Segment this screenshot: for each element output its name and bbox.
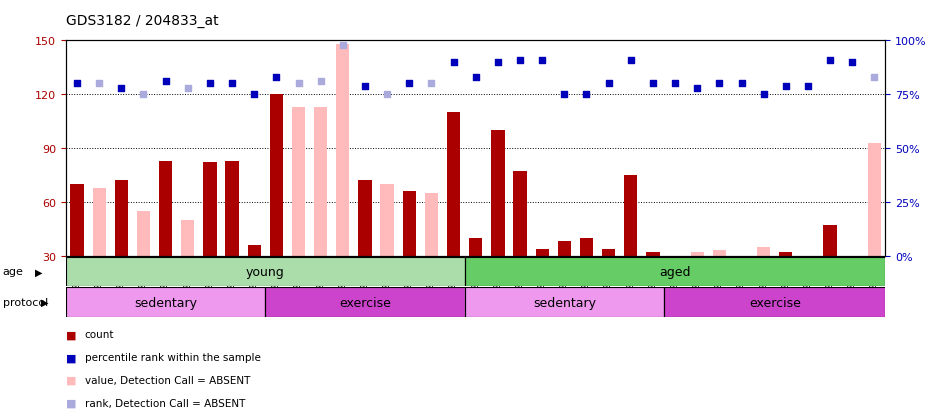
Text: rank, Detection Call = ABSENT: rank, Detection Call = ABSENT	[85, 398, 245, 408]
Point	[203, 81, 218, 88]
Point	[158, 79, 173, 85]
Bar	[314, 107, 327, 256]
Point	[268, 74, 284, 81]
Bar	[381, 185, 394, 256]
Bar	[159, 161, 172, 256]
Bar	[535, 249, 549, 256]
Point	[557, 92, 572, 98]
Bar	[664, 287, 885, 317]
Point	[468, 74, 483, 81]
Point	[756, 92, 771, 98]
Text: exercise: exercise	[749, 296, 801, 309]
Text: age: age	[3, 267, 24, 277]
Text: sedentary: sedentary	[134, 296, 197, 309]
Bar	[558, 242, 571, 256]
Point	[114, 85, 129, 92]
Point	[712, 81, 727, 88]
Text: percentile rank within the sample: percentile rank within the sample	[85, 352, 261, 362]
Bar	[181, 220, 194, 256]
Bar	[513, 172, 527, 256]
Bar	[625, 176, 638, 256]
Point	[734, 81, 749, 88]
Bar	[491, 131, 505, 256]
Bar	[269, 95, 283, 256]
Text: ▶: ▶	[35, 267, 42, 277]
Point	[690, 85, 705, 92]
Bar	[137, 211, 150, 256]
Bar	[203, 163, 217, 256]
Text: aged: aged	[659, 265, 690, 278]
Point	[822, 57, 837, 64]
Text: ▶: ▶	[41, 297, 49, 307]
Text: young: young	[246, 265, 284, 278]
Bar	[690, 252, 704, 256]
Text: GDS3182 / 204833_at: GDS3182 / 204833_at	[66, 14, 219, 28]
Point	[491, 59, 506, 66]
Point	[845, 59, 860, 66]
Point	[535, 57, 550, 64]
Point	[70, 81, 85, 88]
Text: exercise: exercise	[339, 296, 391, 309]
Bar	[425, 193, 438, 256]
Bar	[115, 181, 128, 256]
Point	[91, 81, 106, 88]
Point	[380, 92, 395, 98]
Point	[136, 92, 151, 98]
Point	[601, 81, 616, 88]
Bar	[464, 257, 885, 287]
Bar	[66, 257, 464, 287]
Point	[357, 83, 372, 90]
Point	[512, 57, 528, 64]
Bar	[779, 252, 792, 256]
Text: ■: ■	[66, 352, 76, 362]
Bar	[92, 188, 106, 256]
Bar	[602, 249, 615, 256]
Bar	[713, 251, 726, 256]
Point	[313, 79, 328, 85]
Text: count: count	[85, 330, 114, 339]
Bar	[336, 45, 349, 256]
Text: ■: ■	[66, 375, 76, 385]
Text: ■: ■	[66, 330, 76, 339]
Point	[335, 42, 350, 49]
Bar	[823, 225, 836, 256]
Point	[579, 92, 594, 98]
Point	[401, 81, 416, 88]
Bar	[757, 247, 771, 256]
Point	[446, 59, 461, 66]
Bar	[248, 245, 261, 256]
Text: protocol: protocol	[3, 297, 48, 307]
Bar	[868, 143, 881, 256]
Bar	[66, 287, 266, 317]
Point	[668, 81, 683, 88]
Point	[867, 74, 882, 81]
Point	[180, 85, 195, 92]
Point	[291, 81, 306, 88]
Point	[778, 83, 793, 90]
Bar	[402, 192, 416, 256]
Point	[224, 81, 239, 88]
Point	[801, 83, 816, 90]
Point	[424, 81, 439, 88]
Bar	[580, 238, 593, 256]
Bar	[266, 287, 464, 317]
Bar	[292, 107, 305, 256]
Point	[645, 81, 660, 88]
Point	[624, 57, 639, 64]
Bar	[464, 287, 664, 317]
Bar	[469, 238, 482, 256]
Point	[247, 92, 262, 98]
Text: value, Detection Call = ABSENT: value, Detection Call = ABSENT	[85, 375, 251, 385]
Bar	[646, 252, 659, 256]
Text: ■: ■	[66, 398, 76, 408]
Bar	[447, 113, 461, 256]
Bar	[358, 181, 371, 256]
Text: sedentary: sedentary	[533, 296, 595, 309]
Bar	[71, 185, 84, 256]
Bar	[225, 161, 238, 256]
